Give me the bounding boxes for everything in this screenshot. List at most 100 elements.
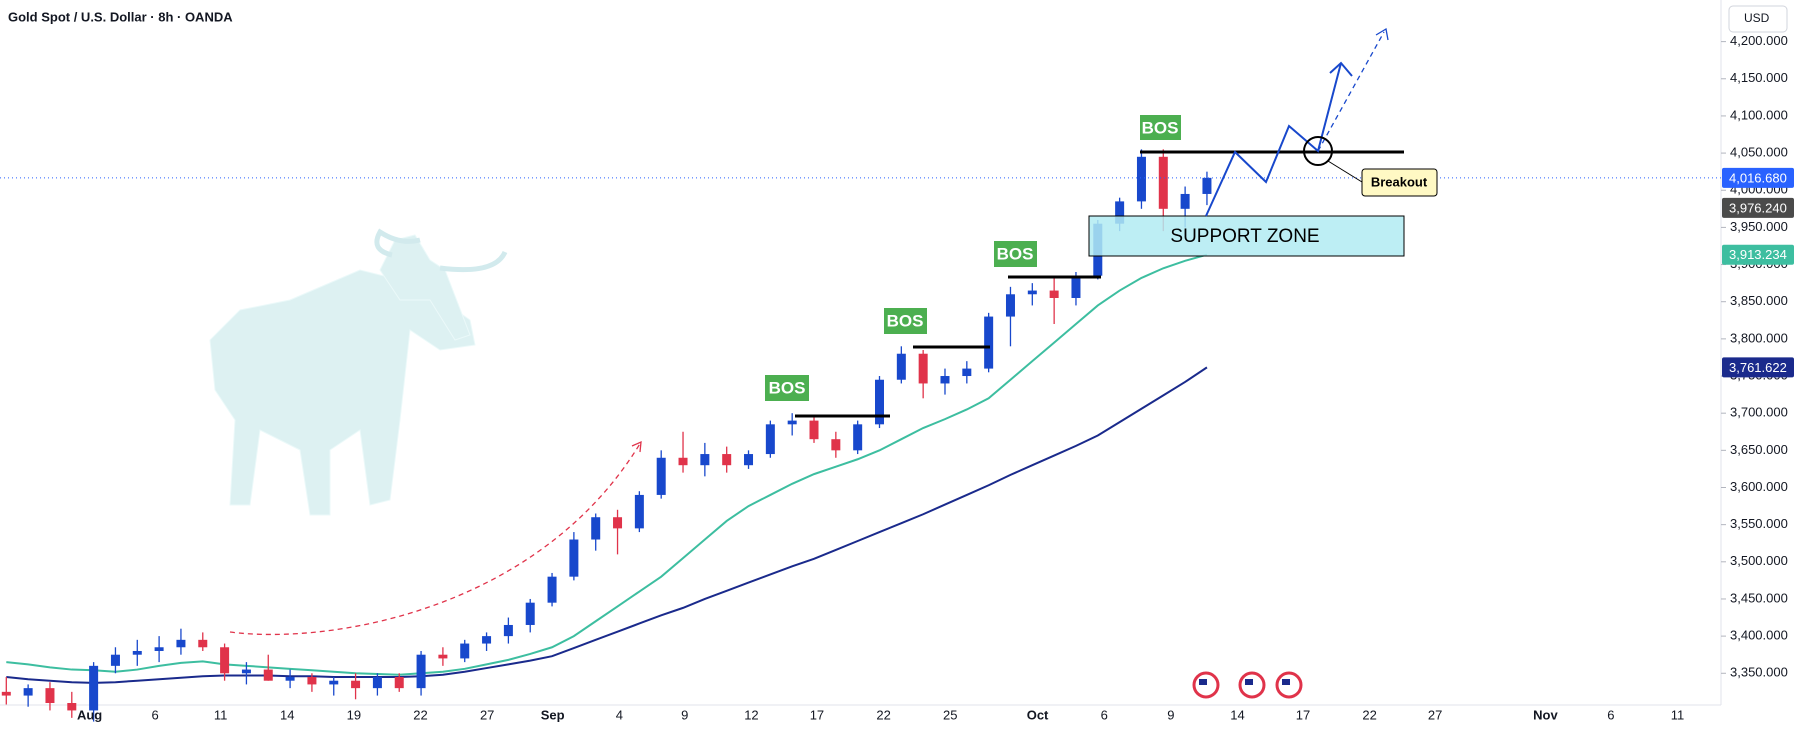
- projection-path: [1205, 62, 1342, 217]
- candle-body: [1136, 156, 1146, 202]
- trend-arrowhead: [631, 440, 642, 453]
- candle-body: [285, 676, 295, 681]
- x-tick-label: 22: [1362, 707, 1376, 722]
- x-tick-label: 22: [413, 707, 427, 722]
- candle-body: [1180, 193, 1190, 209]
- flag-canton: [1199, 679, 1207, 685]
- candle-body: [482, 636, 492, 644]
- bull-horn: [374, 228, 421, 258]
- candle-body: [23, 688, 33, 696]
- y-tick-label: 3,550.000: [1730, 516, 1788, 531]
- flag-canton: [1282, 679, 1290, 685]
- candle-body: [263, 669, 273, 681]
- x-tick-label: 6: [1607, 707, 1614, 722]
- candle-body: [220, 647, 230, 674]
- bull-body: [209, 269, 476, 516]
- candle-body: [503, 624, 513, 637]
- currency-button[interactable]: [1728, 5, 1788, 33]
- breakout-circle: [1303, 136, 1333, 166]
- candle-body: [722, 454, 732, 466]
- candle-body: [1158, 156, 1168, 209]
- currency-label: USD: [1744, 11, 1770, 25]
- candle-body: [700, 454, 710, 466]
- support-zone-label: SUPPORT ZONE: [1170, 226, 1319, 247]
- candle-body: [1005, 294, 1015, 317]
- y-tick-label: 3,650.000: [1730, 442, 1788, 457]
- price-label: 3,913.234: [1729, 247, 1787, 262]
- x-tick-label: 9: [1167, 707, 1174, 722]
- x-tick-label: 17: [810, 707, 824, 722]
- x-tick-label: 12: [744, 707, 758, 722]
- x-tick-label: 4: [616, 707, 623, 722]
- y-tick-label: 3,400.000: [1730, 628, 1788, 643]
- y-tick-label: 3,950.000: [1730, 219, 1788, 234]
- candle-body: [962, 368, 972, 377]
- candle-body: [1049, 290, 1059, 298]
- candle-body: [198, 639, 208, 648]
- projection-dashed: [1317, 31, 1385, 152]
- candle-body: [896, 353, 906, 380]
- trend-curve: [229, 441, 642, 636]
- projection-arrowhead: [1329, 61, 1353, 77]
- x-tick-label: 19: [347, 707, 361, 722]
- candle-body: [765, 424, 775, 455]
- candle-body: [416, 654, 426, 689]
- candle-body: [591, 517, 601, 540]
- candle-body: [809, 420, 819, 440]
- candle-body: [547, 576, 557, 603]
- candle-body: [460, 643, 470, 659]
- x-tick-label: 14: [280, 707, 294, 722]
- x-tick-label: Nov: [1533, 707, 1558, 722]
- candle-body: [656, 457, 666, 495]
- price-label: 3,976.240: [1729, 200, 1787, 215]
- y-tick-label: 3,500.000: [1730, 553, 1788, 568]
- candle-body: [176, 639, 186, 648]
- x-tick-label: 27: [480, 707, 494, 722]
- bos-badge: [1140, 115, 1181, 140]
- x-tick-label: 11: [1671, 707, 1685, 722]
- candle-body: [940, 376, 950, 384]
- candle-body: [329, 680, 339, 685]
- candle-body: [154, 647, 164, 651]
- candle-body: [89, 665, 99, 711]
- flag-canton: [1245, 679, 1253, 685]
- chart-title: Gold Spot / U.S. Dollar · 8h · OANDA: [8, 9, 233, 24]
- candle-body: [525, 602, 535, 625]
- x-tick-label: 11: [214, 707, 228, 722]
- candle-body: [45, 688, 55, 703]
- x-tick-label: 27: [1428, 707, 1442, 722]
- projection-arrowhead: [1375, 27, 1389, 41]
- bull-illustration: [209, 228, 508, 516]
- bull-head: [379, 234, 471, 341]
- x-tick-label: 6: [151, 707, 158, 722]
- candle-body: [918, 353, 928, 384]
- bos-badge: [884, 308, 927, 334]
- candle-body: [1115, 201, 1125, 224]
- candle-body: [787, 420, 797, 425]
- candle-body: [1071, 275, 1081, 298]
- x-tick-label: 25: [943, 707, 957, 722]
- candle-body: [372, 676, 382, 689]
- y-tick-label: 3,600.000: [1730, 479, 1788, 494]
- candle-body: [678, 457, 688, 466]
- x-tick-label: Aug: [77, 707, 102, 722]
- candle-body: [1, 691, 11, 696]
- y-tick-label: 4,200.000: [1730, 33, 1788, 48]
- annotations: BOS BOS BOS BOS SUPPORT ZONE Breakout: [229, 27, 1438, 699]
- candle-body: [1027, 290, 1037, 295]
- y-tick-label: 4,100.000: [1730, 107, 1788, 122]
- x-tick-label: 17: [1296, 707, 1310, 722]
- x-tick-label: 22: [876, 707, 890, 722]
- breakout-box: [1361, 168, 1438, 197]
- price-label: 4,016.680: [1729, 170, 1787, 185]
- price-label-box: [1722, 197, 1794, 218]
- bos-badge: [765, 375, 809, 401]
- candle-body: [569, 539, 579, 577]
- x-tick-label: 14: [1230, 707, 1244, 722]
- candle-body: [394, 676, 404, 689]
- y-tick-label: 4,150.000: [1730, 70, 1788, 85]
- moving-average: [6, 253, 1208, 676]
- candle-body: [634, 494, 644, 529]
